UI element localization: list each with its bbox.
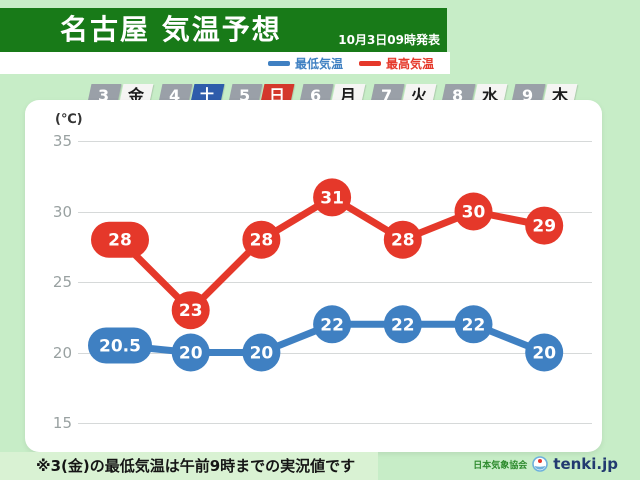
y-tick-label: 35: [52, 132, 72, 150]
grid-line: [78, 282, 592, 283]
footnote: ※3(金)の最低気温は午前9時までの実況値です: [36, 457, 356, 475]
legend-item-max: 最高気温: [358, 55, 434, 72]
chart-panel: [25, 100, 602, 452]
legend-item-min: 最低気温: [267, 55, 343, 72]
max-legend-label: 最高気温: [385, 56, 434, 71]
page-title: 名古屋 気温予想: [60, 13, 282, 46]
site-name: tenki.jp: [553, 455, 618, 473]
y-tick-label: 20: [52, 343, 72, 362]
max-line-swatch: [358, 60, 381, 66]
y-axis-unit-label: (℃): [55, 112, 83, 127]
grid-line: [78, 141, 592, 142]
header-bar: 名古屋 気温予想 10月3日09時発表: [0, 8, 447, 52]
branding: 日本気象協会 tenki.jp: [473, 455, 618, 473]
y-tick-label: 30: [52, 202, 72, 221]
min-line-swatch: [267, 60, 290, 66]
min-legend-label: 最低気温: [294, 56, 343, 71]
y-tick-label: 25: [52, 273, 72, 291]
issued-timestamp: 10月3日09時発表: [338, 33, 440, 47]
grid-line: [78, 352, 592, 354]
organization-label: 日本気象協会: [473, 460, 528, 471]
grid-line: [78, 211, 592, 213]
y-tick-label: 15: [52, 414, 72, 432]
tenki-logo-icon: [532, 456, 549, 472]
footnote-band: [0, 452, 378, 480]
legend-strip: 最低気温 最高気温: [0, 52, 450, 74]
grid-line: [78, 423, 592, 424]
